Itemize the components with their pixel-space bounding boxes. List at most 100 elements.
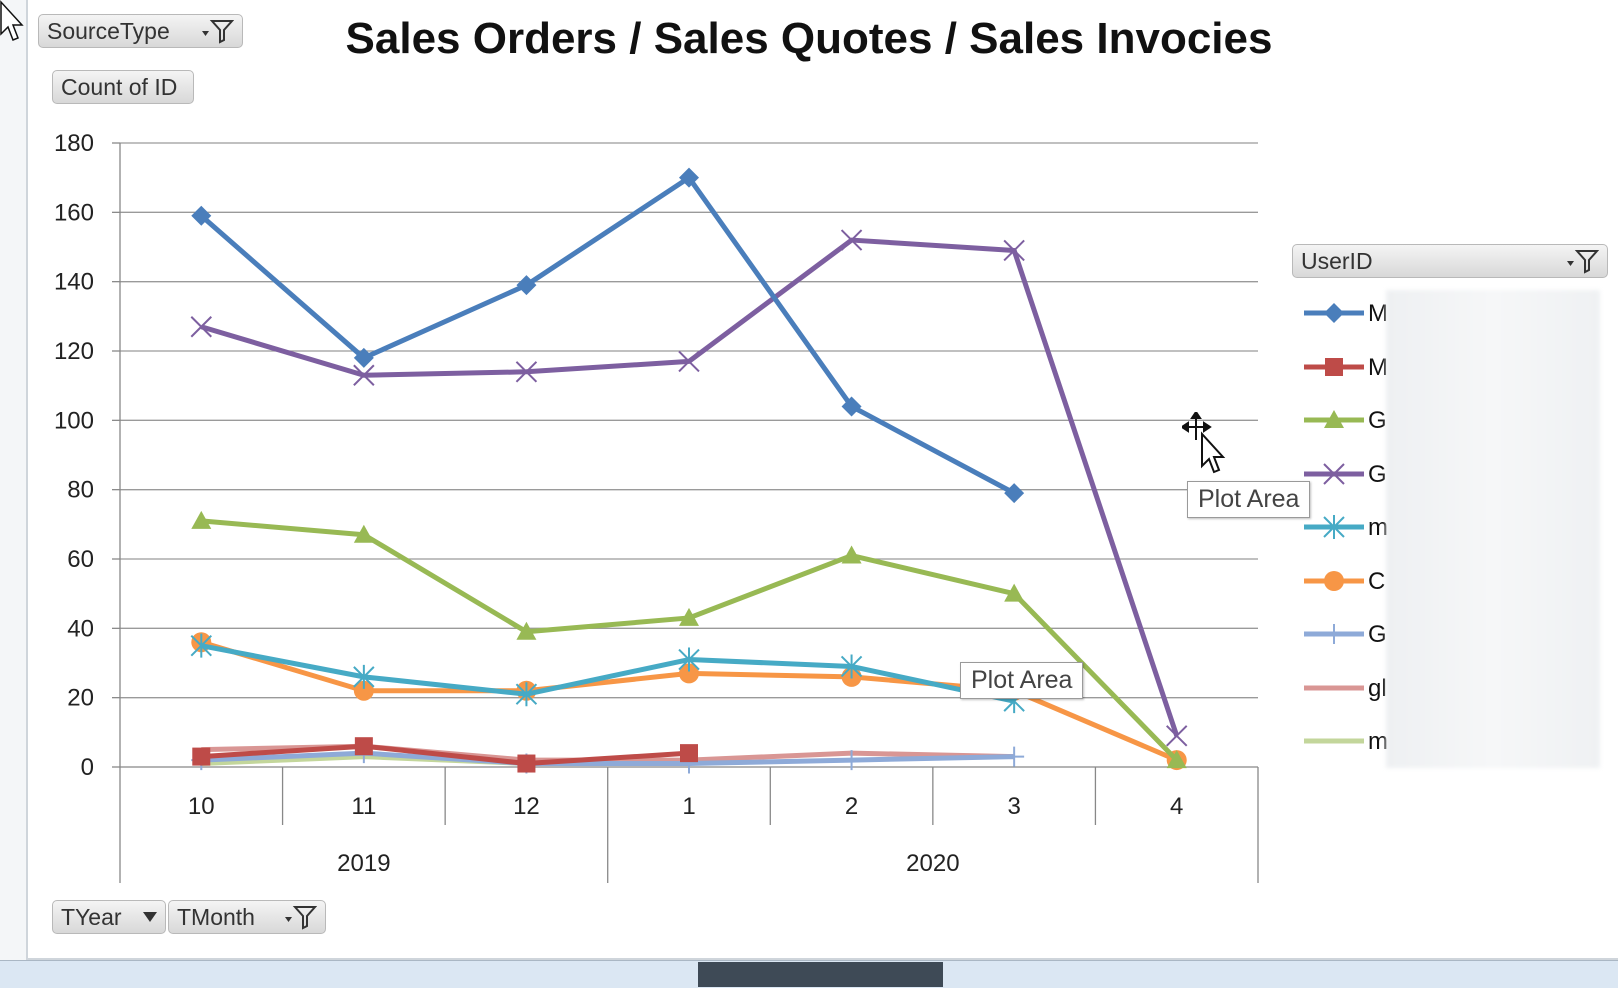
x-tick-label: 3 (1007, 793, 1020, 820)
legend-item[interactable]: G (1302, 459, 1612, 489)
legend-swatch-marker (1324, 570, 1344, 591)
data-point (516, 275, 537, 296)
tyear-field-button[interactable]: TYear (52, 900, 166, 934)
userid-label: UserID (1301, 247, 1373, 274)
legend-swatch-marker (1324, 410, 1344, 428)
filter-icon[interactable] (1565, 248, 1599, 274)
legend-swatch (1304, 357, 1364, 376)
data-point (841, 396, 862, 417)
data-point (353, 664, 375, 689)
data-point (191, 510, 212, 529)
filter-icon[interactable] (200, 18, 234, 44)
data-point (840, 654, 863, 679)
data-point (1003, 239, 1025, 262)
legend-swatch-marker (1323, 462, 1345, 485)
tmonth-label: TMonth (177, 903, 255, 930)
legend-item[interactable]: M (1302, 298, 1612, 328)
move-cursor-icon (1182, 412, 1226, 474)
data-point (516, 621, 537, 640)
legend-swatch (1304, 515, 1364, 539)
legend-label: G (1368, 460, 1387, 488)
legend-item[interactable]: G (1302, 619, 1612, 649)
y-tick-label: 60 (67, 546, 94, 573)
legend-item[interactable]: m (1302, 726, 1612, 756)
data-point (679, 663, 699, 684)
legend-label: M (1368, 353, 1388, 381)
series-2 (191, 510, 1187, 769)
y-tick-label: 0 (81, 754, 94, 781)
tyear-label: TYear (61, 903, 122, 930)
data-point (353, 364, 375, 386)
data-point (515, 361, 538, 383)
legend-swatch (1304, 624, 1364, 644)
y-tick-label: 80 (67, 477, 94, 504)
source-type-field-button[interactable]: SourceType (38, 14, 243, 48)
series-4 (190, 633, 1025, 714)
y-tick-label: 140 (54, 269, 94, 296)
legend-redaction (1386, 290, 1600, 768)
legend-label: gl (1368, 674, 1387, 702)
y-tick-label: 120 (54, 338, 94, 365)
data-point (515, 682, 538, 707)
series-line (201, 518, 1179, 762)
y-tick-label: 160 (54, 199, 94, 226)
legend-swatch (1304, 685, 1364, 690)
legend-item[interactable]: M (1302, 352, 1612, 382)
data-point (841, 545, 862, 564)
series-line (201, 750, 1015, 767)
legend-label: M (1368, 300, 1388, 327)
legend-swatch (1304, 410, 1364, 428)
legend-label: C (1368, 567, 1386, 595)
filter-icon[interactable] (283, 904, 317, 930)
data-point (678, 350, 700, 373)
tmonth-field-button[interactable]: TMonth (168, 900, 326, 934)
legend-swatch (1304, 570, 1364, 591)
legend-swatch-marker (1324, 624, 1344, 644)
data-point (353, 524, 374, 543)
x-group-label: 2019 (337, 850, 390, 877)
legend-swatch (1304, 738, 1364, 744)
legend-label: m (1368, 514, 1388, 541)
x-tick-label: 4 (1170, 793, 1183, 820)
series-line (199, 175, 1016, 496)
data-point (1166, 725, 1188, 747)
legend-item[interactable]: G (1302, 405, 1612, 435)
data-point (841, 750, 862, 771)
plot-area-tooltip: Plot Area (1187, 481, 1311, 518)
data-point (680, 744, 698, 763)
chart-area[interactable] (26, 0, 1618, 960)
data-point (1004, 583, 1025, 602)
y-tick-label: 180 (54, 130, 94, 157)
series-line (201, 743, 690, 767)
legend-swatch (1304, 462, 1364, 485)
plot-area-tooltip: Plot Area (960, 662, 1084, 699)
chart-title: Sales Orders / Sales Quotes / Sales Invo… (345, 14, 1273, 63)
data-point (1004, 483, 1025, 504)
legend-label: m (1368, 728, 1388, 755)
series-line (200, 643, 1015, 704)
data-point (1004, 746, 1025, 767)
pointer-cursor-icon (0, 0, 24, 41)
dropdown-arrow-icon[interactable] (143, 912, 157, 922)
data-point (353, 680, 374, 701)
x-group-label: 2020 (906, 850, 959, 877)
count-of-id-field-button[interactable]: Count of ID (52, 70, 194, 104)
userid-field-button[interactable]: UserID (1292, 244, 1608, 278)
legend-item[interactable]: m (1302, 512, 1612, 542)
data-point (353, 347, 374, 368)
x-tick-label: 11 (351, 793, 376, 820)
legend-swatch-marker (1323, 515, 1345, 539)
legend-item[interactable]: C (1302, 566, 1612, 596)
x-tick-label: 1 (682, 793, 695, 820)
x-tick-label: 2 (845, 793, 858, 820)
y-tick-label: 20 (67, 685, 94, 712)
data-point (678, 647, 700, 672)
x-tick-label: 12 (513, 793, 540, 820)
legend-item[interactable]: gl (1302, 673, 1612, 703)
data-point (191, 205, 212, 226)
legend-swatch (1304, 303, 1364, 323)
data-point (190, 633, 212, 658)
legend-swatch-marker (1325, 357, 1343, 376)
taskbar-tab[interactable] (698, 962, 943, 987)
